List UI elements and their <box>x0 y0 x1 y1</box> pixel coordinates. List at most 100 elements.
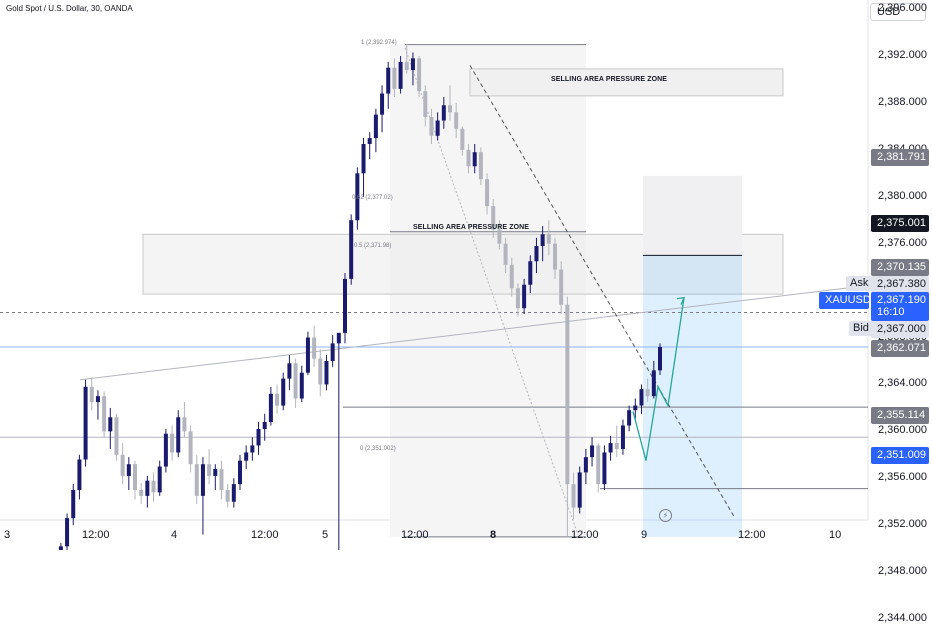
candle-body <box>126 464 131 476</box>
x-tick-label: 12:00 <box>82 529 110 541</box>
x-tick-label: 8 <box>490 529 497 541</box>
candle <box>429 108 434 144</box>
candle-body <box>95 396 100 403</box>
candle-body <box>454 112 459 129</box>
candle <box>126 457 131 491</box>
candle <box>485 173 490 215</box>
price-tag-370: 2,370.135 <box>871 259 929 276</box>
candle <box>398 56 403 94</box>
descending-trendline <box>469 65 736 519</box>
candle-body <box>503 243 508 265</box>
candle <box>281 372 286 411</box>
candle-body <box>182 417 187 432</box>
candle-body <box>139 490 144 496</box>
currency-selector[interactable]: USD <box>870 3 926 21</box>
candle-body <box>262 421 267 430</box>
candle-body <box>410 58 415 71</box>
candle <box>553 237 557 279</box>
candle-body <box>429 116 434 136</box>
candle-body <box>386 67 391 94</box>
candles-layer <box>58 44 662 550</box>
candle <box>219 460 224 500</box>
candle-body <box>627 410 632 426</box>
candle <box>559 261 564 315</box>
candle-body <box>398 61 403 89</box>
candle <box>373 108 378 153</box>
candle <box>139 482 144 505</box>
candle <box>565 296 570 537</box>
candle-body <box>163 433 168 467</box>
price-chart[interactable] <box>0 0 932 550</box>
candle <box>275 384 280 414</box>
current-price: 2,367.190 <box>877 294 926 306</box>
candle-body <box>522 284 527 309</box>
candle <box>200 457 205 535</box>
candle-body <box>571 484 576 508</box>
candle-body <box>145 480 150 496</box>
candle-body <box>330 343 335 361</box>
candle-body <box>318 358 323 385</box>
price-tag-351: 2,351.009 <box>871 447 929 464</box>
candle-body <box>565 304 570 485</box>
candle-body <box>546 234 551 244</box>
candle-body <box>176 417 181 453</box>
x-tick-label: 12:00 <box>571 529 599 541</box>
candle <box>620 419 625 455</box>
candle-body <box>225 490 230 502</box>
candle-body <box>355 173 360 221</box>
candle <box>157 460 162 496</box>
candle <box>114 413 119 461</box>
candle-body <box>77 459 82 491</box>
candle <box>145 475 150 508</box>
candle-body <box>602 452 607 485</box>
candle-body <box>559 269 564 305</box>
candle <box>176 410 181 458</box>
candle <box>583 448 588 485</box>
projection-gray-box <box>643 175 742 256</box>
zone-upper <box>469 68 784 97</box>
candle-body <box>157 466 162 493</box>
candle-body <box>491 206 496 230</box>
candle <box>590 437 595 467</box>
candle <box>509 257 514 297</box>
candle-body <box>596 445 601 485</box>
candle-body <box>590 445 595 458</box>
candle-body <box>114 417 119 455</box>
candle-body <box>608 443 613 453</box>
candle <box>83 379 88 467</box>
candle <box>639 384 644 414</box>
candle <box>497 220 502 250</box>
y-tick-label: 2,348.000 <box>878 565 927 578</box>
candle-body <box>441 105 446 121</box>
candle-body <box>336 332 341 344</box>
candle-body <box>213 468 218 476</box>
candle <box>108 407 113 449</box>
candle-body <box>108 417 113 432</box>
candle <box>244 445 249 469</box>
candle-body <box>287 363 292 379</box>
candle <box>188 425 193 473</box>
candle <box>256 421 261 455</box>
candle-body <box>645 389 650 397</box>
candle <box>614 425 619 458</box>
candle <box>423 85 428 127</box>
candle-body <box>577 472 582 508</box>
candle-body <box>614 443 619 449</box>
candle <box>355 167 360 230</box>
candle <box>95 390 100 420</box>
candle-body <box>633 405 638 411</box>
forecast-arrowhead <box>676 296 686 305</box>
candle-body <box>268 393 273 422</box>
candle <box>213 464 218 491</box>
y-tick-label: 2,356.000 <box>878 471 927 484</box>
candle-body <box>639 389 644 406</box>
candle-body <box>275 393 280 406</box>
candle <box>478 147 483 186</box>
candle-body <box>324 360 329 385</box>
candle <box>361 138 366 197</box>
candle <box>596 443 601 493</box>
candle-body <box>380 93 385 115</box>
price-tag-362: 2,362.071 <box>871 340 929 357</box>
background-layer <box>142 44 784 537</box>
lightning-icon[interactable]: ⚡ <box>659 509 672 522</box>
